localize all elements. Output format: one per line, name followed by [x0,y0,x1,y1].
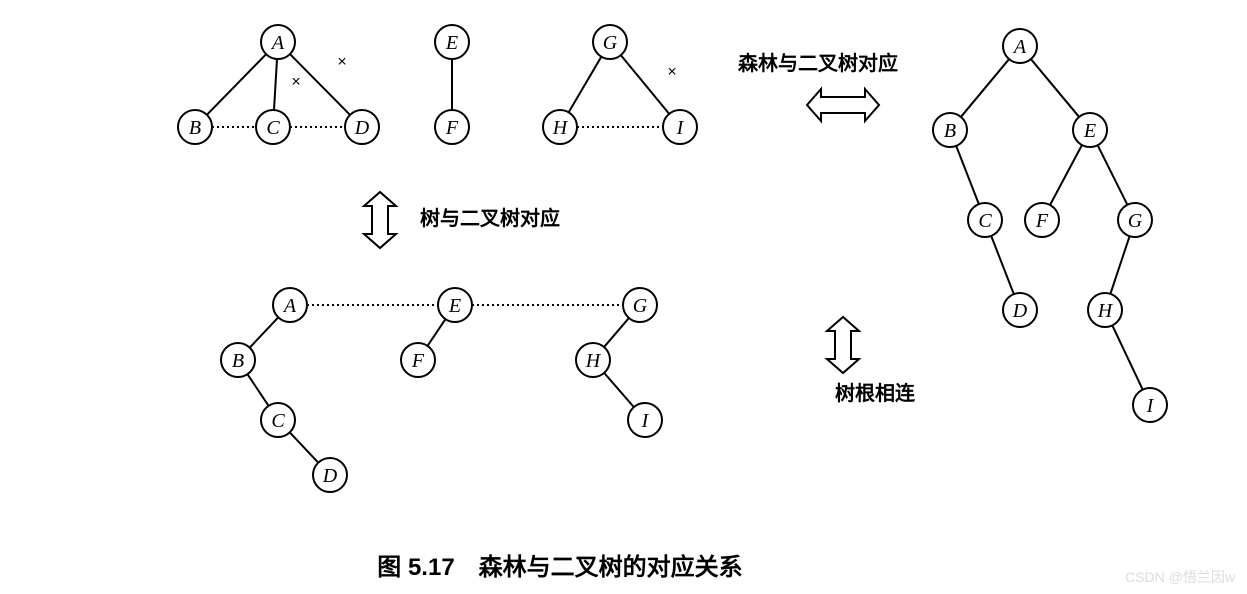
edge-E-F [427,319,445,346]
edge-E-G [1098,145,1128,205]
arrow-roots-connected [827,317,859,373]
node-label: B [189,117,201,139]
node-H: H [543,110,577,144]
node-B: B [178,110,212,144]
node-B: B [933,113,967,147]
edge-E-F [1050,145,1082,205]
node-B: B [221,343,255,377]
edge-G-H [604,318,629,347]
node-label: F [445,117,459,139]
node-label: G [633,295,648,317]
node-label: F [411,350,425,372]
node-A: A [261,25,295,59]
node-F: F [401,343,435,377]
double-arrow-icon [827,317,859,373]
edge-G-I [621,55,669,114]
node-H: H [576,343,610,377]
node-label: A [270,32,285,54]
node-E: E [435,25,469,59]
node-G: G [1118,203,1152,237]
node-I: I [1133,388,1167,422]
annotation-forest-bintree: 森林与二叉树对应 [738,51,898,75]
x-mark-0: × [291,74,300,91]
node-label: D [354,117,370,139]
node-A: A [273,288,307,322]
edge-A-B [250,317,279,347]
node-label: D [1012,300,1028,322]
edge-A-C [274,59,277,110]
node-label: E [445,32,458,54]
node-label: A [282,295,297,317]
node-label: H [585,350,602,372]
watermark: CSDN @悟兰因w [1125,569,1236,585]
x-mark-1: × [337,54,346,71]
edge-G-H [1110,236,1129,294]
node-label: A [1012,36,1027,58]
figure-caption: 图 5.17 森林与二叉树的对应关系 [377,553,742,581]
bintrees-mid: A B C D E F G H I [221,288,662,492]
node-G: G [593,25,627,59]
edge-B-C [956,146,979,204]
diagram-canvas: A B C D E F G H I A B C D E F G H I A B E C F G D H I × × × 森林与二叉树对应树与… [0,0,1247,594]
node-I: I [663,110,697,144]
node-label: I [641,410,650,432]
node-D: D [345,110,379,144]
node-label: H [552,117,569,139]
node-C: C [968,203,1002,237]
node-label: C [266,117,280,139]
node-E: E [1073,113,1107,147]
node-C: C [256,110,290,144]
edge-A-B [961,59,1009,117]
node-label: C [271,410,285,432]
node-label: C [978,210,992,232]
node-label: G [603,32,618,54]
annotation-roots-connected: 树根相连 [835,381,916,405]
node-D: D [313,458,347,492]
bintree-right: A B E C F G D H I [933,29,1167,422]
node-F: F [1025,203,1059,237]
node-H: H [1088,293,1122,327]
node-D: D [1003,293,1037,327]
node-E: E [438,288,472,322]
forest-top: A B C D E F G H I [178,25,697,144]
node-A: A [1003,29,1037,63]
node-label: F [1035,210,1049,232]
node-G: G [623,288,657,322]
node-C: C [261,403,295,437]
node-label: B [944,120,956,142]
double-arrow-icon [807,89,879,121]
edge-B-C [247,374,268,406]
double-arrow-icon [364,192,396,248]
node-label: B [232,350,244,372]
node-label: I [1146,395,1155,417]
arrow-tree-to-bintree [364,192,396,248]
node-F: F [435,110,469,144]
edge-A-B [207,54,266,115]
arrow-forest-to-bintree [807,89,879,121]
edge-H-I [604,373,634,407]
edge-C-D [290,432,319,462]
node-label: D [322,465,338,487]
edge-H-I [1112,325,1142,389]
node-label: E [1083,120,1096,142]
edge-A-E [1031,59,1079,117]
edge-C-D [991,236,1014,294]
x-mark-2: × [667,64,676,81]
node-label: H [1097,300,1114,322]
node-label: E [448,295,461,317]
node-label: I [676,117,685,139]
node-label: G [1128,210,1143,232]
annotation-tree-bintree: 树与二叉树对应 [420,206,560,230]
node-I: I [628,403,662,437]
edge-G-H [569,57,602,113]
